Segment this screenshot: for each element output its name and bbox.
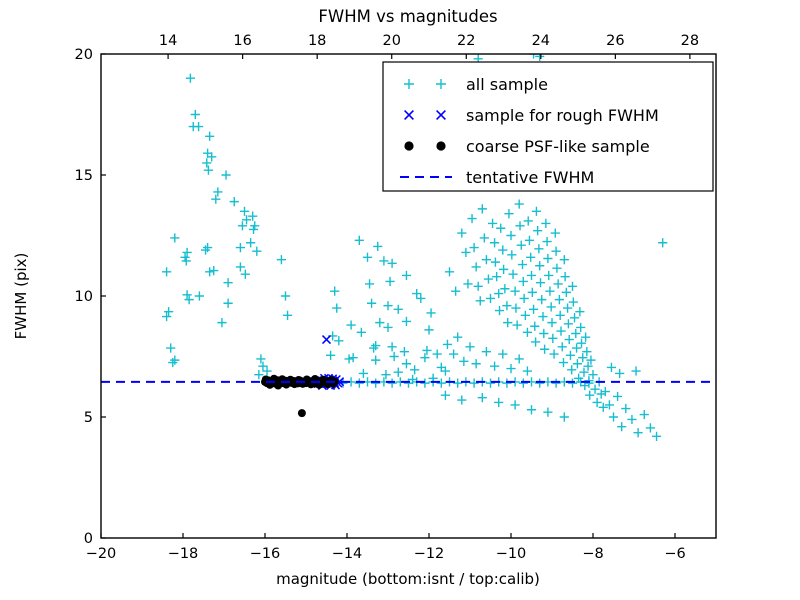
tick-label: −18 (168, 546, 199, 562)
tick-label: −12 (414, 546, 445, 562)
data-points-layer (162, 54, 668, 441)
legend-item: all sample (404, 75, 548, 94)
tick-label: 5 (84, 410, 93, 426)
legend-item: coarse PSF-like sample (404, 137, 650, 156)
tick-label: 0 (84, 531, 93, 547)
tick-label: 24 (532, 33, 550, 49)
legend-label: coarse PSF-like sample (466, 137, 650, 156)
chart-title: FWHM vs magnitudes (318, 7, 497, 26)
legend-item: sample for rough FWHM (404, 106, 659, 125)
tick-label: 14 (159, 33, 177, 49)
tick-label: −10 (496, 546, 527, 562)
tick-label: 10 (75, 289, 93, 305)
axis-tick-labels-layer: −20 −18 −16 −14 −12 −10 −8 −6 0 5 10 15 20 14 16 18 20 22… (75, 33, 700, 562)
tick-label: 20 (75, 47, 93, 63)
series-all-sample (162, 54, 668, 441)
chart-legend: all sample sample for rough FWHM coarse PS… (382, 61, 714, 192)
legend-label: all sample (466, 75, 548, 94)
tick-label: 26 (606, 33, 624, 49)
legend-label: tentative FWHM (466, 168, 594, 187)
legend-items: all sample sample for rough FWHM coarse PS… (400, 75, 659, 187)
tick-label: −14 (332, 546, 363, 562)
tick-label: −16 (250, 546, 281, 562)
tick-label: −8 (582, 546, 603, 562)
x-axis-title: magnitude (bottom:isnt / top:calib) (276, 570, 540, 588)
axis-ticks-layer (100, 53, 691, 539)
tick-label: 15 (75, 168, 93, 184)
tick-label: −20 (86, 546, 117, 562)
legend-item: tentative FWHM (400, 168, 594, 187)
tick-label: 18 (308, 33, 326, 49)
tick-label: 28 (681, 33, 699, 49)
tick-label: −6 (664, 546, 685, 562)
legend-label: sample for rough FWHM (466, 106, 659, 125)
tick-label: 20 (383, 33, 401, 49)
tick-label: 16 (233, 33, 251, 49)
tick-label: 22 (457, 33, 475, 49)
y-axis-title: FWHM (pix) (12, 253, 30, 340)
